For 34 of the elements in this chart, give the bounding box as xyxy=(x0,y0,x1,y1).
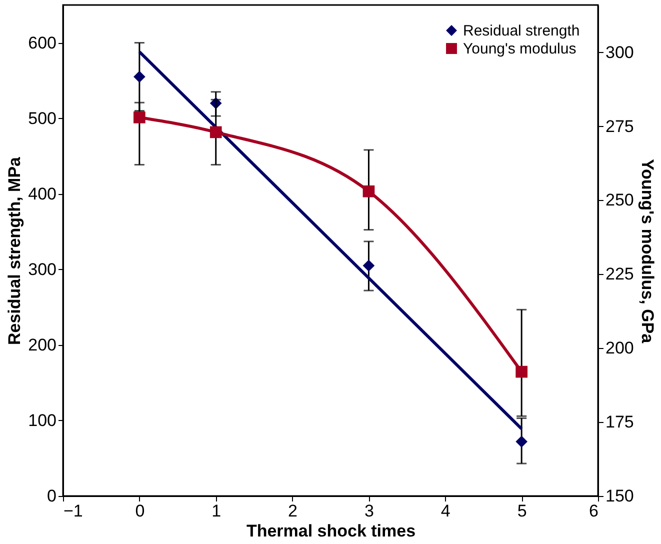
legend-label: Young's modulus xyxy=(463,40,576,58)
y2-tick-label: 175 xyxy=(606,412,634,432)
y-tick-label: 400 xyxy=(28,184,56,204)
y2-tick-label: 300 xyxy=(606,42,634,62)
y-tick-label: 600 xyxy=(28,33,56,52)
point xyxy=(362,260,375,272)
y-tick-label: 300 xyxy=(28,260,56,279)
point xyxy=(134,111,146,124)
x-tick-label: 2 xyxy=(288,502,298,520)
legend-label: Residual strength xyxy=(463,22,580,40)
y-tick-label: 0 xyxy=(47,486,56,506)
x-tick-label: 5 xyxy=(517,502,527,520)
x-tick-label: 4 xyxy=(440,502,450,520)
point xyxy=(362,185,375,198)
y2-axis-title: Young's modulus, GPa xyxy=(638,158,657,344)
y-tick-label: 500 xyxy=(28,108,56,128)
y-axis-title: Residual strength, MPa xyxy=(5,156,24,345)
x-tick-label: 1 xyxy=(212,502,222,520)
point xyxy=(210,126,222,138)
point xyxy=(134,70,146,83)
x-tick-label: 3 xyxy=(364,502,374,520)
y2-tick-label: 250 xyxy=(606,190,634,210)
y2-tick-label: 200 xyxy=(606,338,634,358)
x-tick-label: −1 xyxy=(64,502,83,520)
y2-tick-label: 150 xyxy=(606,486,634,506)
point xyxy=(516,436,528,448)
x-tick-label: 0 xyxy=(135,502,145,520)
y2-tick-label: 275 xyxy=(606,116,634,136)
x-tick-label: 6 xyxy=(589,502,598,520)
y2-tick-label: 225 xyxy=(606,264,634,284)
point xyxy=(516,366,528,378)
x-axis-title: Thermal shock times xyxy=(246,522,416,540)
y-tick-label: 100 xyxy=(28,410,56,430)
y-tick-label: 200 xyxy=(28,335,56,354)
